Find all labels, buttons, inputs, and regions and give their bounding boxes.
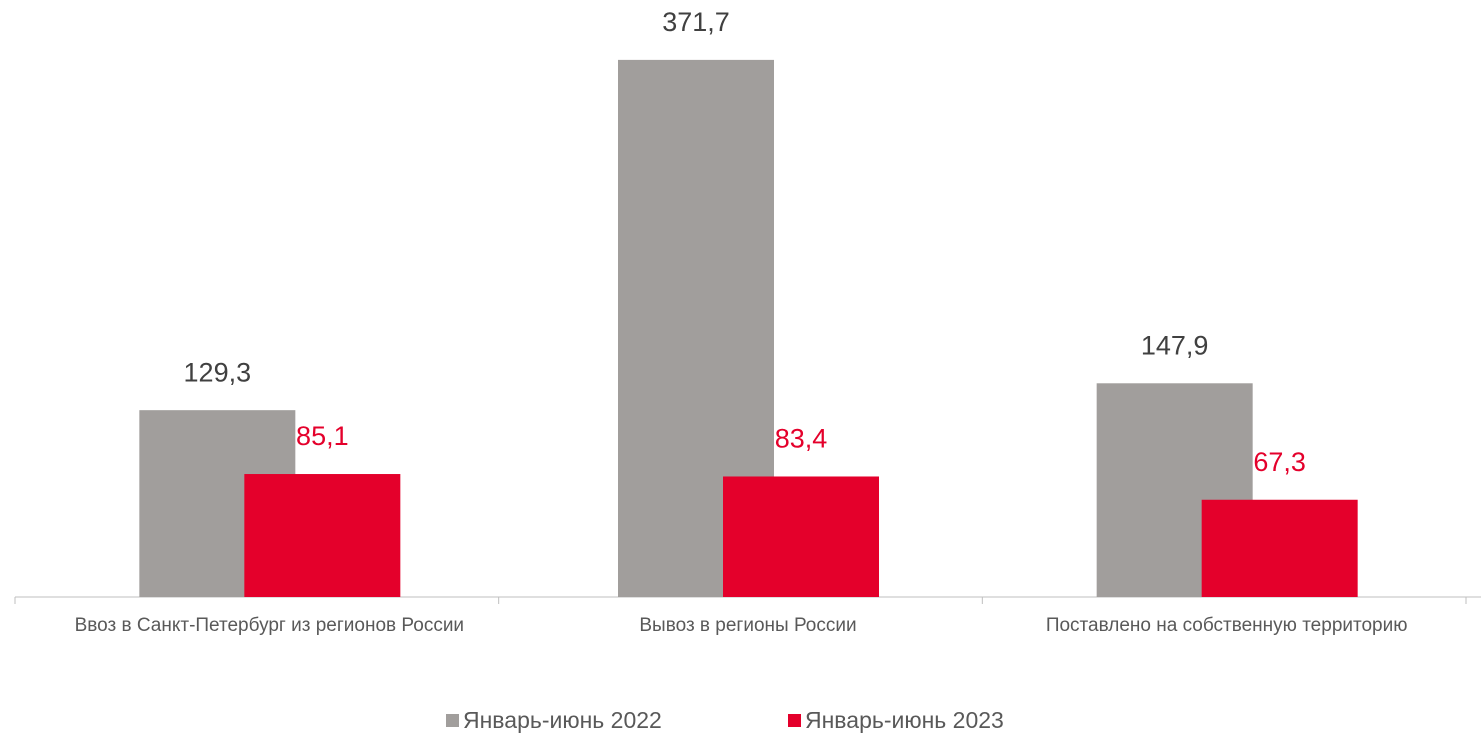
legend-label: Январь-июнь 2023 (805, 707, 1004, 733)
x-tick-label: Поставлено на собственную территорию (1045, 615, 1408, 636)
value-label: 129,3 (184, 357, 252, 387)
legend-swatch (788, 714, 801, 727)
bar (723, 476, 879, 597)
value-label: 147,9 (1141, 330, 1209, 360)
x-tick-label: Ввоз в Санкт-Петербург из регионов Росси… (74, 615, 465, 636)
value-label: 67,3 (1253, 447, 1306, 477)
legend-label: Январь-июнь 2022 (463, 707, 662, 733)
value-label: 371,7 (662, 7, 730, 37)
value-label: 83,4 (775, 424, 828, 454)
x-tick-label: Вывоз в регионы России (639, 615, 857, 636)
bar (1201, 499, 1358, 597)
value-label: 85,1 (296, 421, 349, 451)
bar (244, 474, 401, 597)
legend-swatch (446, 714, 459, 727)
